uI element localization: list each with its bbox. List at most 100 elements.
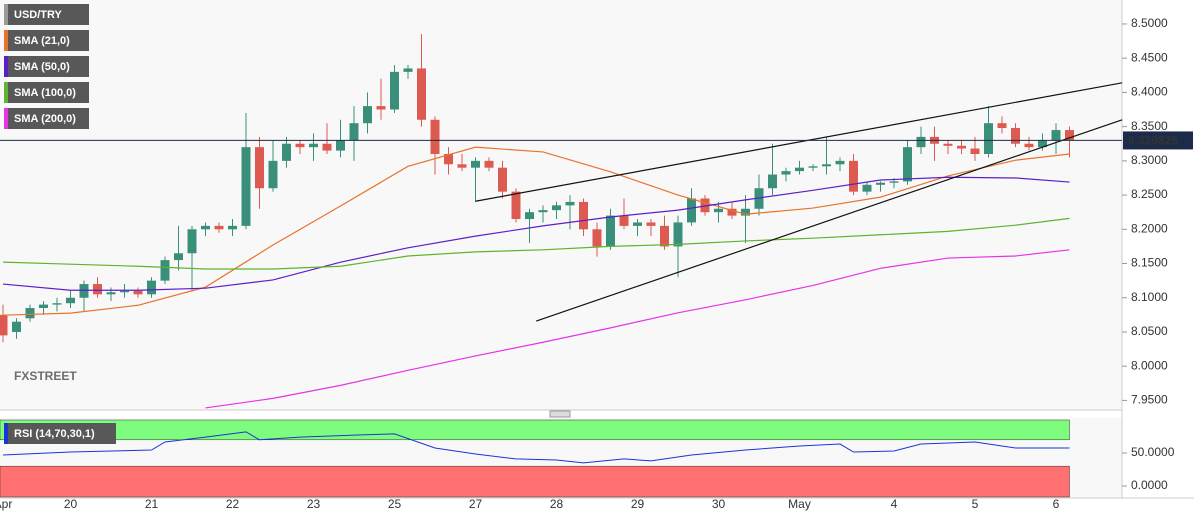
candle-body xyxy=(457,164,467,168)
y-tick-label: 8.2000 xyxy=(1131,221,1168,235)
y-tick-label: 8.1000 xyxy=(1131,290,1168,304)
candle-body xyxy=(511,191,521,220)
candle-body xyxy=(228,225,237,230)
legend-label: SMA (100,0) xyxy=(14,87,76,99)
candle-body xyxy=(687,198,696,223)
candle-body xyxy=(768,174,777,189)
candle-body xyxy=(673,222,683,247)
candle-body xyxy=(619,215,629,226)
legend-label: SMA (21,0) xyxy=(14,35,70,47)
candle-body xyxy=(1011,127,1020,144)
y-tick-label: 8.0000 xyxy=(1131,358,1168,372)
trendline xyxy=(475,82,1123,202)
candle-body xyxy=(255,147,264,189)
y-tick-label: 8.3000 xyxy=(1131,153,1168,167)
candle-body xyxy=(39,304,48,309)
candle-body xyxy=(1065,130,1074,141)
x-tick-label: Apr xyxy=(0,497,12,511)
legend: USD/TRY SMA (21,0) SMA (50,0) SMA (100,0) SM… xyxy=(4,4,89,129)
last-price-box xyxy=(1123,131,1193,150)
candle-body xyxy=(403,68,413,72)
oversold-band xyxy=(0,465,1070,498)
x-tick-label: 28 xyxy=(550,497,564,511)
candle-body xyxy=(889,181,899,183)
legend-swatch xyxy=(4,56,8,77)
candle-body xyxy=(835,160,845,165)
candle-body xyxy=(309,143,318,148)
candle-body xyxy=(322,143,332,151)
candle-body xyxy=(295,143,305,148)
last-price-label: 8.329825 xyxy=(1128,134,1178,148)
candle-body xyxy=(363,106,372,124)
candle-body xyxy=(997,123,1007,128)
candle-body xyxy=(133,290,143,295)
candle-body xyxy=(660,225,669,247)
x-tick-label: 23 xyxy=(307,497,321,511)
candle-body xyxy=(376,106,386,110)
candle-body xyxy=(268,160,278,189)
candle-body xyxy=(592,229,602,247)
x-tick-label: 4 xyxy=(891,497,898,511)
candle-body xyxy=(241,147,251,226)
candle-body xyxy=(471,160,480,168)
candle-body xyxy=(808,166,818,168)
candle-body xyxy=(12,321,21,332)
candle-body xyxy=(187,229,197,254)
legend-swatch xyxy=(4,82,8,103)
y-tick-label: 0.0000 xyxy=(1131,478,1168,492)
candle-body xyxy=(970,148,980,155)
legend-box xyxy=(4,56,89,77)
legend-label: SMA (200,0) xyxy=(14,113,76,125)
legend-swatch xyxy=(4,423,8,444)
candle-body xyxy=(93,284,102,295)
x-tick-label: 22 xyxy=(226,497,240,511)
x-tick-label: 21 xyxy=(145,497,159,511)
sma-line xyxy=(2,146,1070,316)
legend-swatch xyxy=(4,108,8,129)
watermark: FXSTREET xyxy=(14,369,77,383)
rsi-line xyxy=(2,431,1070,464)
rsi-legend: RSI (14,70,30,1) xyxy=(4,423,116,444)
overbought-band xyxy=(0,419,1070,441)
x-tick-label: 20 xyxy=(64,497,78,511)
y-tick-label: 8.3500 xyxy=(1131,119,1168,133)
candle-body xyxy=(646,222,656,226)
candle-body xyxy=(417,68,426,120)
x-tick-label: 30 xyxy=(712,497,726,511)
candle-body xyxy=(214,225,224,230)
candle-body xyxy=(741,208,750,216)
candle-body xyxy=(727,208,737,216)
legend-swatch xyxy=(4,4,8,25)
candle-body xyxy=(714,208,723,213)
candle-body xyxy=(174,253,183,261)
y-tick-label: 8.1500 xyxy=(1131,256,1168,270)
candle-body xyxy=(984,123,993,155)
price-plot-bg xyxy=(0,0,1122,410)
y-tick-label: 8.0500 xyxy=(1131,324,1168,338)
candle-body xyxy=(903,147,912,182)
candle-body xyxy=(862,184,872,192)
candle-body xyxy=(498,167,507,192)
x-tick-label: 6 xyxy=(1053,497,1060,511)
x-tick-label: 5 xyxy=(972,497,979,511)
y-tick-label: 7.9500 xyxy=(1131,393,1168,407)
candle-body xyxy=(484,160,494,168)
candle-body xyxy=(160,260,170,281)
candle-body xyxy=(849,160,858,192)
legend-label: RSI (14,70,30,1) xyxy=(14,428,95,440)
candle-body xyxy=(552,205,561,211)
candle-body xyxy=(120,290,129,293)
candle-body xyxy=(444,154,453,165)
legend-box xyxy=(4,108,89,129)
candle-body xyxy=(876,182,885,185)
resize-handle[interactable] xyxy=(549,410,571,418)
candle-body xyxy=(79,284,89,298)
candle-body xyxy=(795,167,804,172)
y-tick-label: 8.4000 xyxy=(1131,85,1168,99)
legend-label: USD/TRY xyxy=(14,9,63,21)
y-tick-label: 50.0000 xyxy=(1131,445,1175,459)
legend-box xyxy=(4,30,89,51)
candle-body xyxy=(282,143,291,161)
candle-body xyxy=(430,119,440,155)
